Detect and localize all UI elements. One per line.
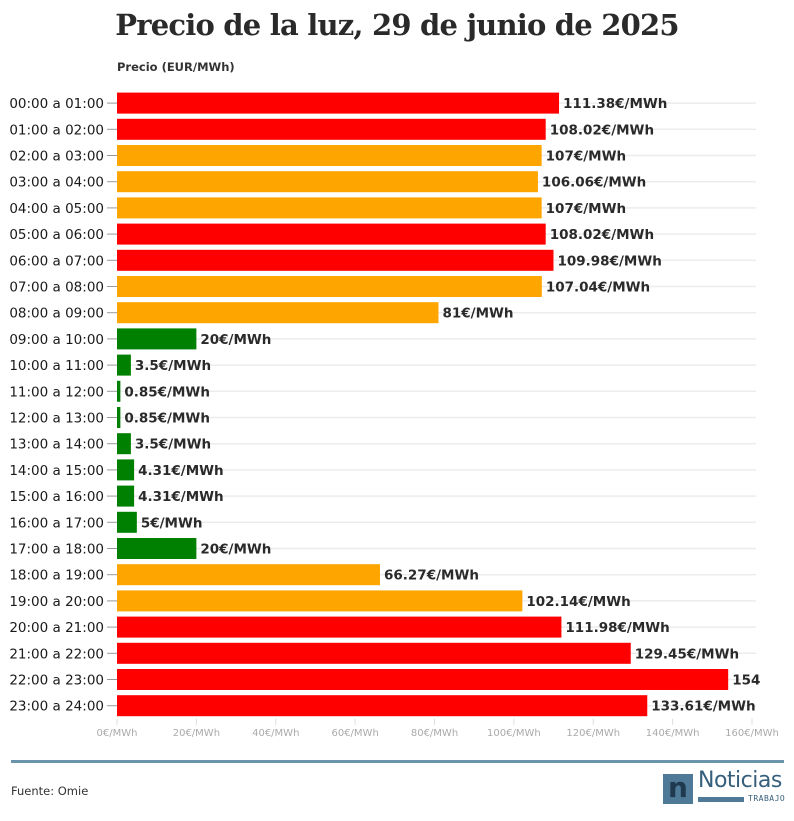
bar [117, 407, 121, 428]
x-tick-label: 120€/MWh [566, 728, 620, 739]
value-label: 81€/MWh [442, 306, 513, 322]
category-label: 13:00 a 14:00 [9, 437, 104, 453]
logo-subtitle: TRABAJO [748, 794, 786, 803]
category-label: 08:00 a 09:00 [9, 306, 104, 322]
value-label: 154 [732, 673, 760, 689]
bar [117, 669, 729, 690]
bar [117, 354, 131, 376]
category-label: 05:00 a 06:00 [9, 227, 104, 243]
bar [117, 616, 562, 638]
bar [117, 564, 381, 586]
value-label: 109.98€/MWh [557, 253, 661, 269]
category-label: 20:00 a 21:00 [9, 620, 104, 636]
bar [117, 380, 121, 402]
bar [117, 328, 197, 350]
axis-title: Precio (EUR/MWh) [117, 60, 235, 74]
category-label: 01:00 a 02:00 [9, 122, 104, 138]
bar [117, 459, 135, 481]
value-label: 106.06€/MWh [542, 175, 646, 191]
value-label: 108.02€/MWh [550, 227, 654, 243]
bar [117, 92, 560, 114]
category-label: 16:00 a 17:00 [9, 515, 104, 531]
value-label: 0.85€/MWh [124, 384, 210, 400]
category-label: 22:00 a 23:00 [9, 673, 104, 689]
value-label: 4.31€/MWh [138, 489, 224, 505]
logo-mark-icon: n [663, 771, 693, 804]
bar [117, 695, 648, 717]
x-tick-label: 0€/MWh [97, 728, 138, 739]
brand-logo[interactable]: n Noticias TRABAJO [663, 768, 786, 806]
bar [117, 249, 554, 271]
category-label: 11:00 a 12:00 [9, 384, 104, 400]
bar [117, 485, 135, 507]
value-label: 0.85€/MWh [124, 411, 210, 427]
value-label: 4.31€/MWh [138, 463, 224, 479]
footer-divider [11, 760, 784, 763]
value-label: 111.38€/MWh [563, 96, 667, 112]
source-note: Fuente: Omie [11, 784, 89, 798]
value-label: 3.5€/MWh [135, 437, 211, 453]
value-label: 108.02€/MWh [550, 122, 654, 138]
value-label: 107€/MWh [546, 149, 626, 165]
value-label: 133.61€/MWh [651, 699, 755, 715]
value-label: 107€/MWh [546, 201, 626, 217]
bar [117, 197, 542, 219]
category-label: 21:00 a 22:00 [9, 646, 104, 662]
bar [117, 538, 197, 559]
bar [117, 276, 542, 297]
logo-wordmark: Noticias [698, 768, 782, 793]
bar-chart: 00:00 a 01:00 111.38€/MWh 01:00 a 02:00 108… [9, 92, 779, 739]
category-label: 06:00 a 07:00 [9, 253, 104, 269]
value-label: 3.5€/MWh [135, 358, 211, 374]
category-label: 03:00 a 04:00 [9, 175, 104, 191]
bar [117, 511, 137, 533]
x-tick-label: 40€/MWh [252, 728, 299, 739]
x-tick-label: 80€/MWh [411, 728, 458, 739]
bar [117, 145, 542, 166]
x-tick-label: 160€/MWh [725, 728, 779, 739]
chart-title: Precio de la luz, 29 de junio de 2025 [115, 8, 679, 42]
category-label: 23:00 a 24:00 [9, 699, 104, 715]
value-label: 20€/MWh [200, 332, 271, 348]
value-label: 102.14€/MWh [526, 594, 630, 610]
category-label: 10:00 a 11:00 [9, 358, 104, 374]
value-label: 107.04€/MWh [546, 280, 650, 296]
category-label: 17:00 a 18:00 [9, 542, 104, 558]
x-tick-label: 100€/MWh [487, 728, 541, 739]
bar [117, 223, 546, 245]
bar [117, 118, 546, 140]
x-tick-label: 140€/MWh [646, 728, 700, 739]
bar [117, 433, 131, 455]
value-label: 20€/MWh [200, 542, 271, 558]
bar [117, 590, 523, 612]
value-label: 5€/MWh [141, 515, 203, 531]
value-label: 129.45€/MWh [635, 646, 739, 662]
x-tick-label: 60€/MWh [331, 728, 378, 739]
category-label: 14:00 a 15:00 [9, 463, 104, 479]
category-label: 15:00 a 16:00 [9, 489, 104, 505]
bar [117, 171, 538, 193]
logo-underline [698, 797, 744, 802]
category-label: 04:00 a 05:00 [9, 201, 104, 217]
value-label: 66.27€/MWh [384, 568, 479, 584]
category-label: 19:00 a 20:00 [9, 594, 104, 610]
category-label: 00:00 a 01:00 [9, 96, 104, 112]
x-tick-label: 20€/MWh [173, 728, 220, 739]
category-label: 07:00 a 08:00 [9, 280, 104, 296]
bar [117, 302, 439, 324]
category-label: 18:00 a 19:00 [9, 568, 104, 584]
category-label: 02:00 a 03:00 [9, 149, 104, 165]
category-label: 09:00 a 10:00 [9, 332, 104, 348]
value-label: 111.98€/MWh [565, 620, 669, 636]
category-label: 12:00 a 13:00 [9, 411, 104, 427]
bar [117, 642, 631, 664]
